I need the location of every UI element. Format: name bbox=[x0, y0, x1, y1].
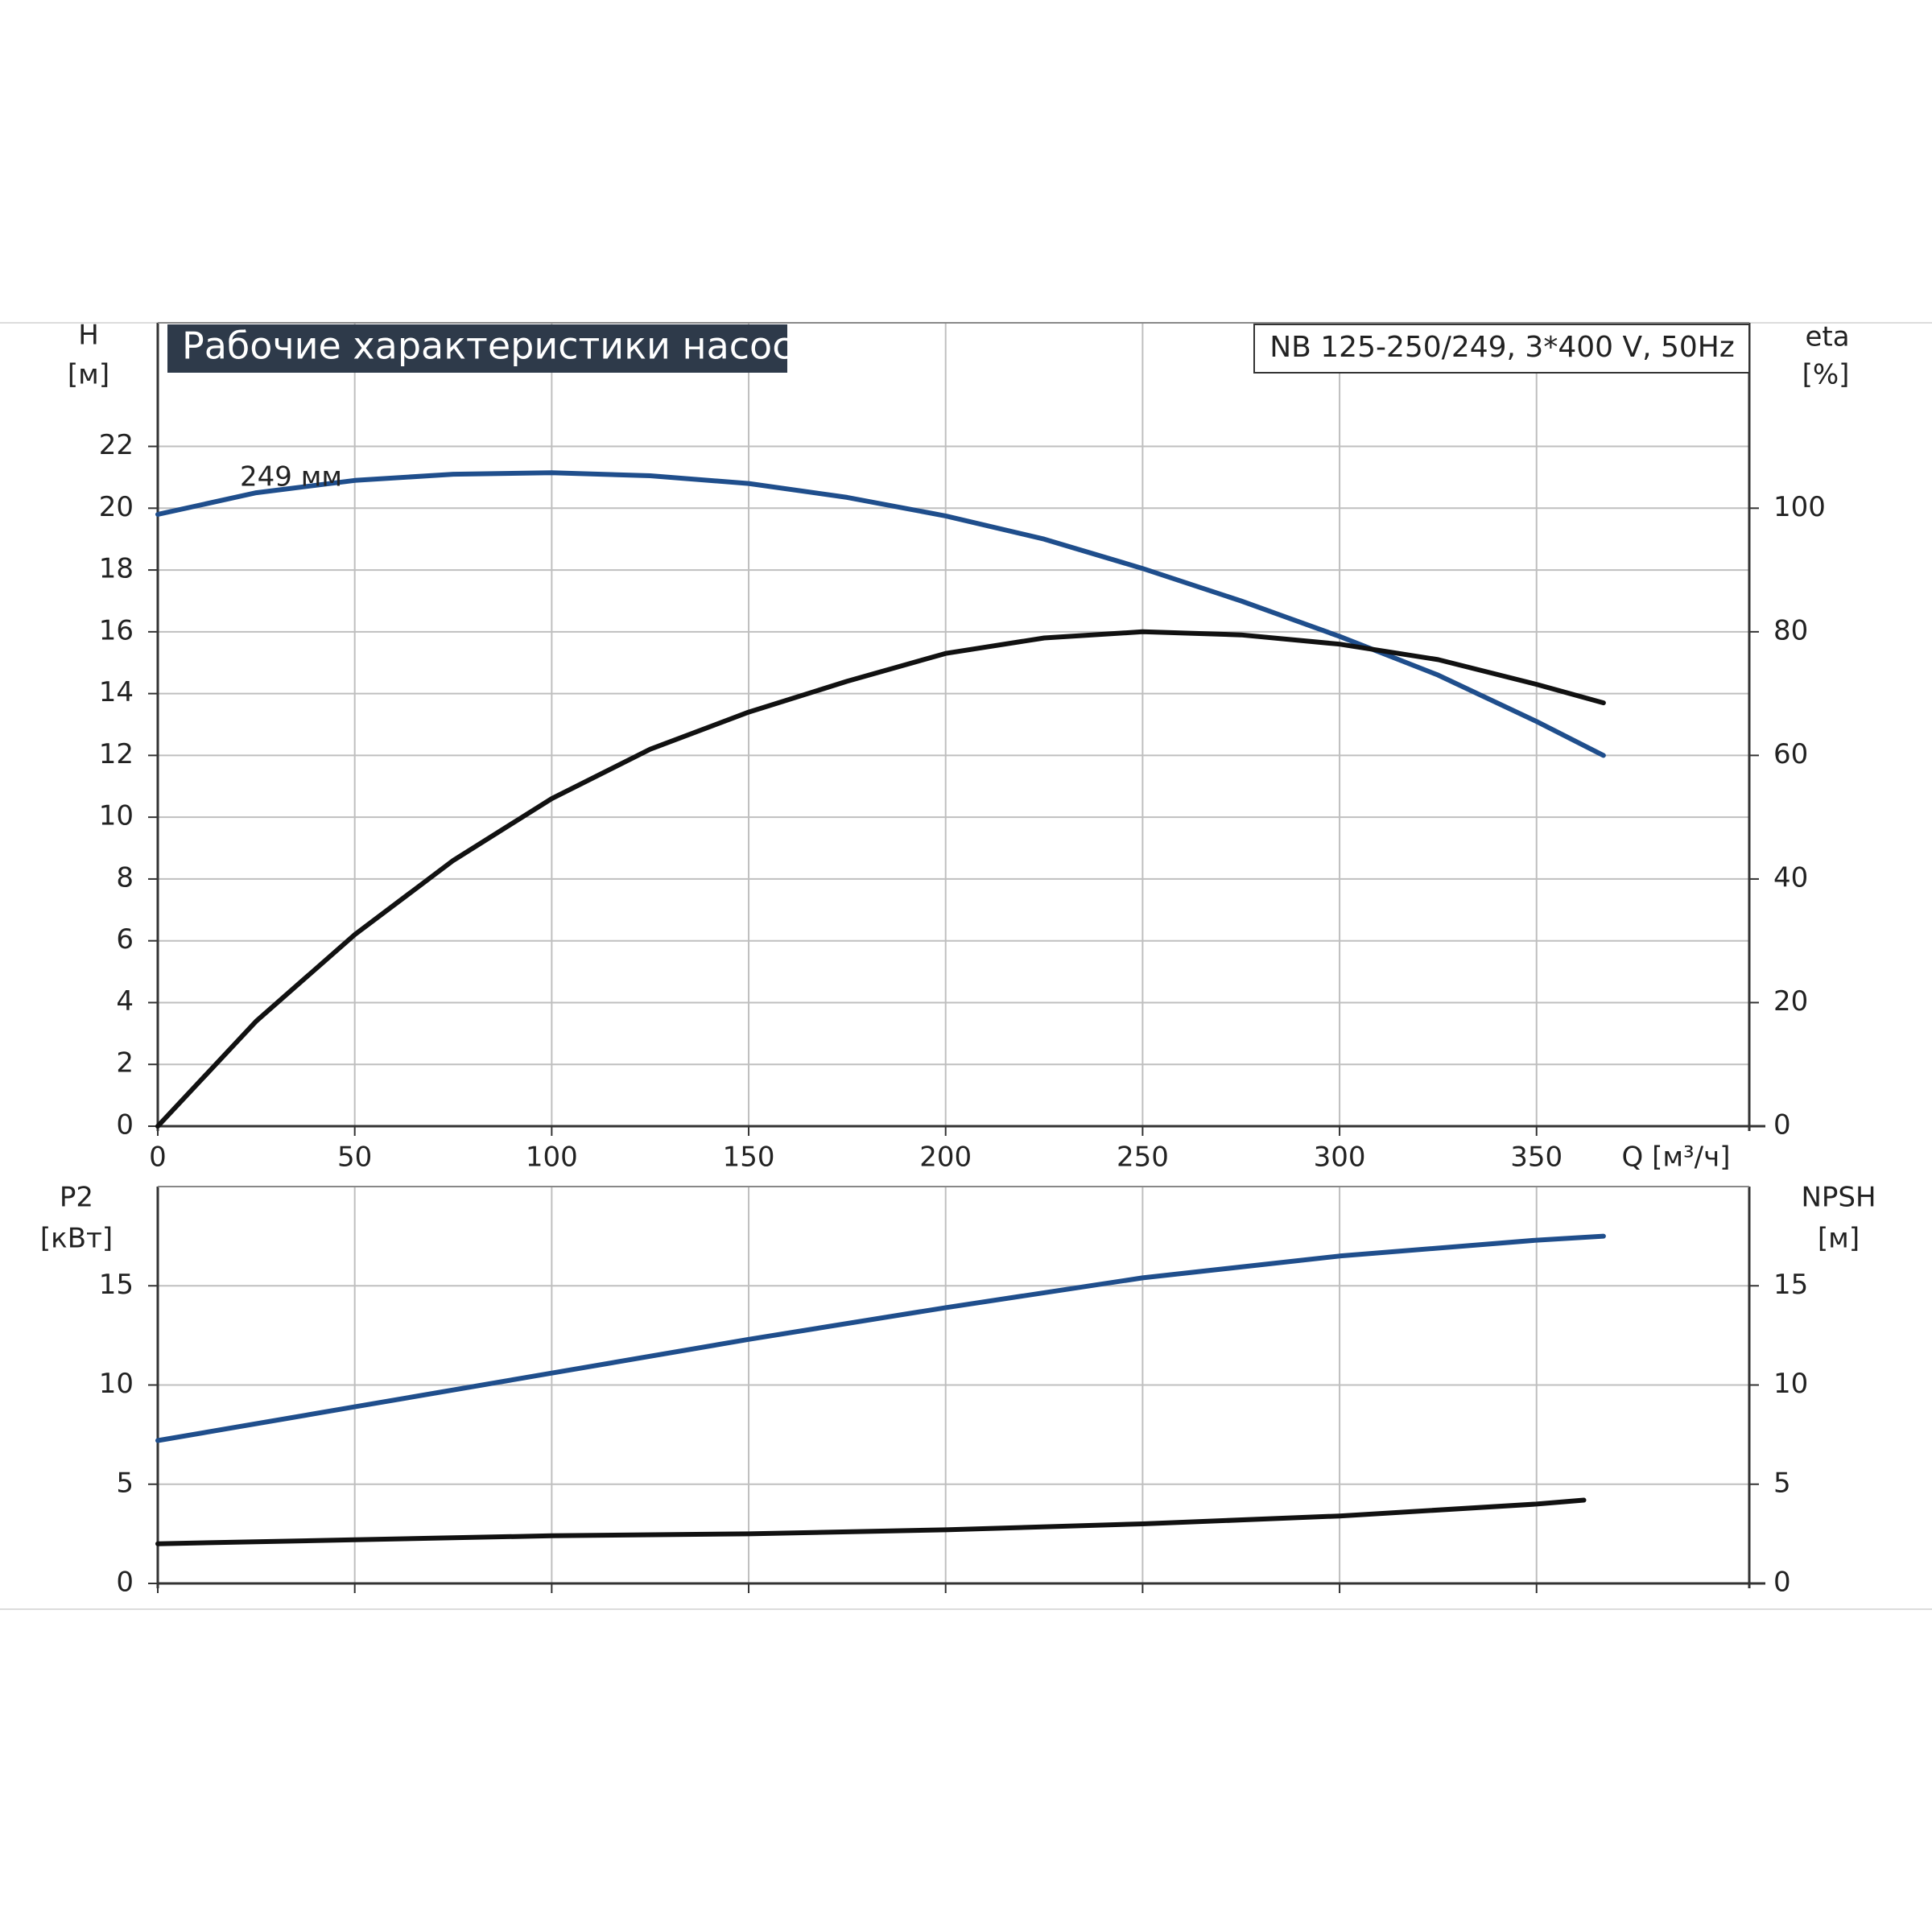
y-tick-label: 14 bbox=[99, 676, 134, 708]
y-tick-label: 5 bbox=[116, 1467, 134, 1499]
y2-label: NPSH bbox=[1801, 1182, 1876, 1214]
y-unit: [кВт] bbox=[40, 1223, 113, 1255]
x-tick-label: 150 bbox=[723, 1141, 775, 1174]
y2-tick-label: 20 bbox=[1773, 985, 1808, 1018]
y-tick-label: 0 bbox=[116, 1567, 134, 1599]
plot-layer: 0 50 100 150 200 250 300 3500246810121416182022… bbox=[99, 322, 1826, 1599]
y2-tick-label: 5 bbox=[1773, 1467, 1791, 1499]
y-tick-label: 0 bbox=[116, 1109, 134, 1141]
y-label: P2 bbox=[60, 1182, 93, 1214]
y-tick-label: 16 bbox=[99, 614, 134, 646]
curve bbox=[155, 629, 1606, 1129]
y2-tick-label: 100 bbox=[1773, 491, 1826, 523]
y-tick-label: 10 bbox=[99, 1368, 134, 1400]
y-tick-label: 20 bbox=[99, 491, 134, 523]
subtitle: NB 125-250/249, 3*400 V, 50Hz bbox=[1269, 331, 1735, 364]
curve bbox=[155, 1233, 1606, 1443]
y-tick-label: 2 bbox=[116, 1047, 134, 1080]
annotation: 249 мм bbox=[240, 461, 342, 493]
x-tick-label: 0 bbox=[149, 1141, 167, 1174]
y-tick-label: 8 bbox=[116, 861, 134, 894]
y-tick-label: 12 bbox=[99, 738, 134, 770]
y-tick-label: 10 bbox=[99, 800, 134, 832]
y-tick-label: 18 bbox=[99, 553, 134, 585]
y-tick-label: 4 bbox=[116, 985, 134, 1018]
subtitle-box bbox=[1253, 324, 1750, 374]
y2-tick-label: 10 bbox=[1773, 1368, 1808, 1400]
y2-tick-label: 0 bbox=[1773, 1109, 1791, 1141]
x-tick-label: 100 bbox=[526, 1141, 578, 1174]
chart-title: Рабочие характеристики насоса bbox=[182, 324, 815, 368]
y2-tick-label: 0 bbox=[1773, 1567, 1791, 1599]
y-tick-label: 15 bbox=[99, 1269, 134, 1301]
y-unit: [м] bbox=[68, 359, 109, 391]
y-tick-label: 22 bbox=[99, 429, 134, 461]
y-tick-label: 6 bbox=[116, 923, 134, 956]
y2-tick-label: 60 bbox=[1773, 738, 1808, 770]
y2-unit: [%] bbox=[1802, 359, 1850, 391]
y2-tick-label: 15 bbox=[1773, 1269, 1808, 1301]
x-label: Q [м³/ч] bbox=[1622, 1141, 1731, 1174]
y2-tick-label: 40 bbox=[1773, 861, 1808, 894]
y-label: H bbox=[78, 320, 99, 352]
curve bbox=[155, 1497, 1587, 1546]
x-tick-label: 50 bbox=[337, 1141, 372, 1174]
y2-label: eta bbox=[1805, 321, 1849, 353]
x-tick-label: 300 bbox=[1314, 1141, 1366, 1174]
x-tick-label: 350 bbox=[1510, 1141, 1563, 1174]
title-box bbox=[167, 324, 787, 373]
y2-tick-label: 80 bbox=[1773, 614, 1808, 646]
curve bbox=[155, 470, 1606, 758]
x-tick-label: 200 bbox=[919, 1141, 972, 1174]
x-tick-label: 250 bbox=[1117, 1141, 1169, 1174]
y2-unit: [м] bbox=[1818, 1223, 1860, 1255]
